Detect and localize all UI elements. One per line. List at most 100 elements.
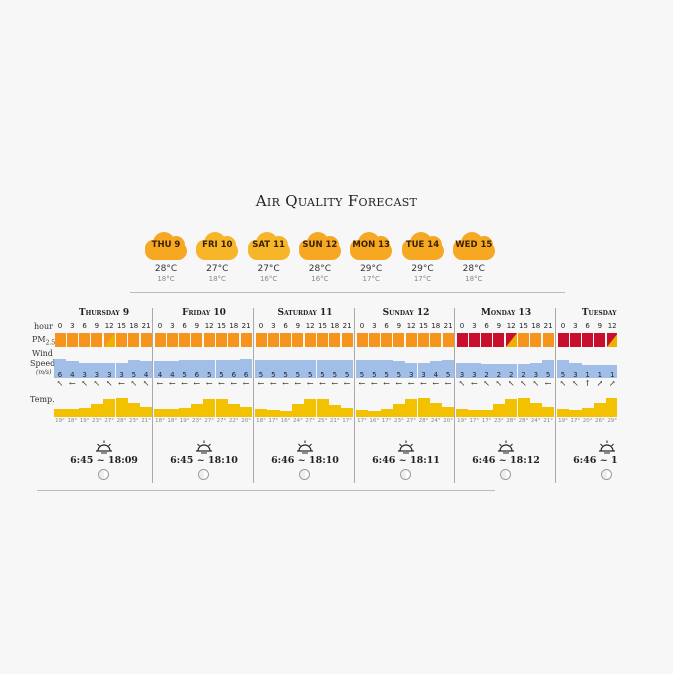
wind-speed-bar [480,363,493,378]
hour-label: 15 [519,322,528,330]
pm25-cell[interactable] [179,333,191,347]
day-max-temp: 27°C [257,264,280,274]
wind-speed-value: 5 [295,371,301,379]
speed-row-label: Speed [30,359,56,368]
wind-speed-bar [529,362,543,378]
wind-speed-value: 5 [396,371,402,379]
pm25-cell[interactable] [493,333,505,347]
wind-speed-value: 4 [157,371,163,379]
day-summary-label: THU 9 [151,240,181,250]
pm25-cell[interactable] [405,333,417,347]
pm25-cell[interactable] [280,333,292,347]
temperature-value: 29° [607,418,617,424]
pm25-cell[interactable] [203,333,215,347]
hour-row-label: hour [34,322,53,331]
day-summary-card[interactable]: MON 13 29°C 17°C [348,228,394,284]
pm25-cell[interactable] [368,333,380,347]
pm25-cell[interactable] [606,333,617,347]
hour-label: 6 [82,322,87,330]
pm25-cell[interactable] [341,333,353,347]
pm25-cell[interactable] [304,333,316,347]
pm25-cell[interactable] [79,333,91,347]
temperature-bar [127,403,141,417]
pm25-cell[interactable] [140,333,152,347]
wind-speed-value: 2 [508,371,514,379]
pm25-cell[interactable] [381,333,393,347]
pm25-cell[interactable] [356,333,368,347]
temperature-bar [456,409,469,417]
day-column: Friday 10 0 4 ← 18° 3 4 ← 18° 6 5 ← 19° 9 6 ← 23° 12 5 ← 27°… [154,304,254,489]
cloud-lobe [196,242,239,260]
wind-unit-label: (m/s) [36,369,52,376]
pm25-cell[interactable] [518,333,529,347]
wind-speed-value: 5 [344,371,350,379]
wind-direction-arrow: ↖ [507,379,515,388]
pm25-cell[interactable] [418,333,429,347]
pm25-cell[interactable] [166,333,178,347]
pm25-cell[interactable] [103,333,115,347]
pm25-cell[interactable] [240,333,252,347]
day-summary-card[interactable]: TUE 14 29°C 17°C [400,228,446,284]
day-summary-card[interactable]: WED 15 28°C 18°C [451,228,497,284]
pm25-cell[interactable] [228,333,240,347]
pm25-cell[interactable] [292,333,304,347]
pm25-cell[interactable] [393,333,405,347]
pm25-cell[interactable] [442,333,454,347]
temperature-bar [380,409,393,417]
pm25-cell[interactable] [267,333,279,347]
hour-label: 3 [472,322,477,330]
pm25-cell[interactable] [128,333,140,347]
pm25-cell[interactable] [569,333,581,347]
pm25-cell[interactable] [505,333,517,347]
pm25-cell[interactable] [456,333,468,347]
wind-speed-value: 6 [243,371,249,379]
temperature-value: 19° [558,418,568,424]
pm25-cell[interactable] [91,333,103,347]
pm25-cell[interactable] [530,333,542,347]
day-min-temp: 18°C [208,275,226,283]
wind-direction-arrow: ↖ [81,379,88,388]
day-summary-card[interactable]: SUN 12 28°C 16°C [297,228,343,284]
pm25-cell[interactable] [481,333,493,347]
hourly-forecast-panel[interactable]: hour PM2.5 Wind Speed (m/s) Temp. Thursd… [30,304,617,489]
pm25-cell[interactable] [329,333,341,347]
pm25-cell[interactable] [317,333,328,347]
day-summary-card[interactable]: FRI 10 27°C 18°C [194,228,240,284]
pm25-cell[interactable] [66,333,78,347]
day-summary-temps: 27°C 16°C [246,264,292,284]
temperature-bar [54,409,67,417]
pm25-cell[interactable] [116,333,127,347]
wind-speed-bar [405,362,418,378]
wind-speed-bar [66,361,79,378]
temperature-value: 23° [128,418,139,424]
pm25-cell[interactable] [557,333,569,347]
day-summary-card[interactable]: SAT 11 27°C 16°C [246,228,292,284]
temperature-bar [90,404,104,417]
wind-speed-bar [215,360,228,378]
wind-speed-value: 5 [445,371,451,379]
wind-direction-arrow: ↖ [93,379,101,388]
pm25-cell[interactable] [582,333,594,347]
day-summary-temps: 28°C 16°C [297,264,343,284]
pm25-cell[interactable] [191,333,203,347]
pm25-cell[interactable] [430,333,442,347]
day-column-title: Friday 10 [182,308,226,318]
wind-direction-arrow: ← [306,379,314,388]
pm25-cell[interactable] [594,333,606,347]
day-summary-card[interactable]: THU 9 28°C 18°C [143,228,189,284]
pm25-cell[interactable] [216,333,227,347]
temperature-value: 27° [216,418,227,424]
hour-label: 6 [484,322,489,330]
wind-speed-value: 5 [372,371,377,379]
pm25-cell[interactable] [542,333,554,347]
wind-speed-bar [140,360,153,378]
hour-label: 18 [229,322,239,330]
pm25-cell[interactable] [255,333,267,347]
pm25-cell[interactable] [154,333,166,347]
day-summary-label: FRI 10 [202,240,233,250]
day-column-title: Thursday 9 [78,308,130,318]
pm25-cell[interactable] [468,333,480,347]
temperature-value: 20° [241,418,251,424]
pm25-cell[interactable] [54,333,66,347]
temperature-bar [328,405,342,417]
